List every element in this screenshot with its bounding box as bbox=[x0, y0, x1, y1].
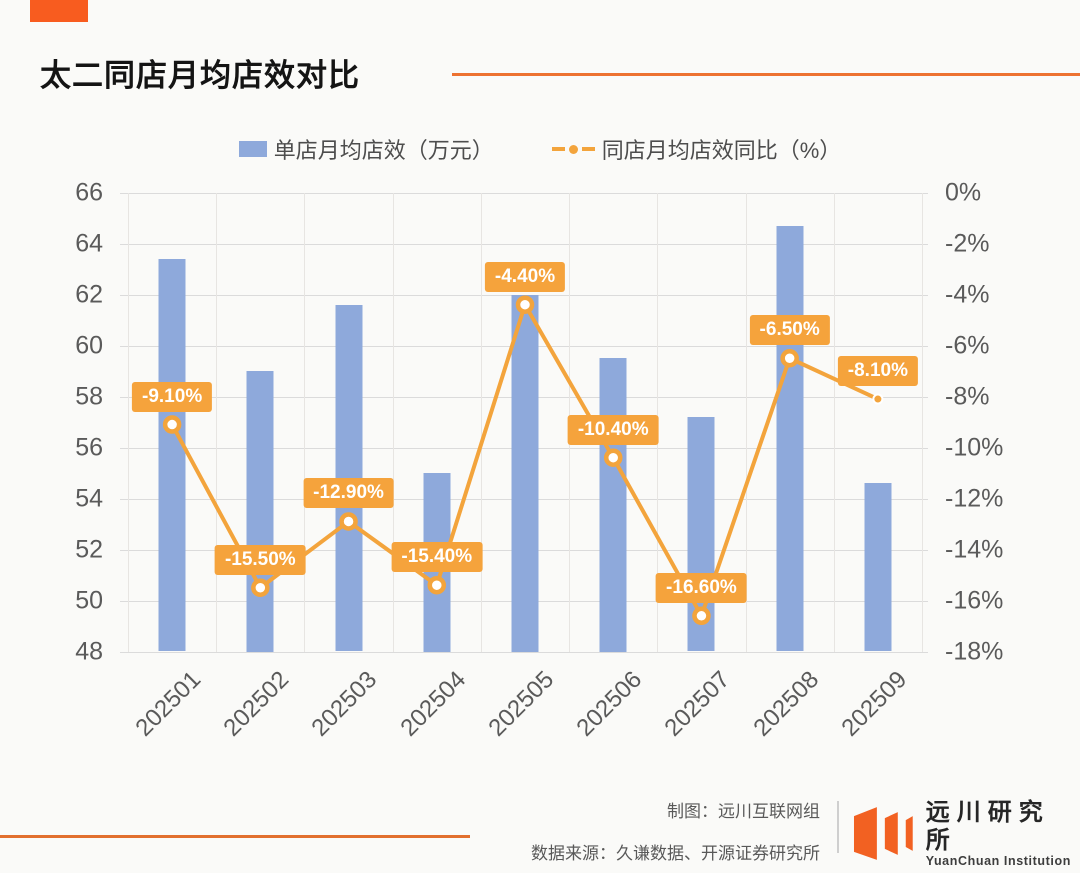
right-axis-tick: -8% bbox=[945, 382, 990, 410]
footer-rule-line bbox=[0, 835, 470, 838]
line-series-swatch bbox=[551, 144, 595, 154]
bar-202509 bbox=[864, 483, 892, 652]
point-label-202507: -16.60% bbox=[656, 572, 747, 603]
gridline-horizontal bbox=[120, 192, 928, 194]
point-label-202508: -6.50% bbox=[749, 315, 830, 346]
gridline-vertical bbox=[216, 192, 218, 652]
legend-dash-icon bbox=[581, 147, 595, 151]
left-axis-tick: 56 bbox=[75, 433, 103, 461]
left-axis-tick: 54 bbox=[75, 484, 103, 512]
bar-202506 bbox=[599, 358, 627, 652]
legend-dot-icon bbox=[568, 144, 578, 154]
gridline-horizontal bbox=[120, 651, 928, 653]
legend-dash-icon bbox=[551, 147, 565, 151]
point-label-202502: -15.50% bbox=[214, 544, 306, 575]
bar-202502 bbox=[246, 371, 274, 652]
bar-series-swatch bbox=[238, 141, 267, 157]
title-rule-line bbox=[452, 73, 1080, 76]
trend-marker bbox=[162, 415, 182, 434]
point-label-202501: -9.10% bbox=[132, 381, 213, 412]
gridline-vertical bbox=[392, 192, 394, 652]
trend-marker bbox=[692, 606, 711, 626]
right-axis-tick: -14% bbox=[945, 535, 1004, 563]
trend-marker bbox=[603, 448, 623, 467]
bar-202505 bbox=[511, 294, 539, 652]
trend-marker bbox=[872, 393, 884, 405]
left-axis-tick: 62 bbox=[75, 280, 103, 308]
left-axis-tick: 60 bbox=[75, 331, 103, 359]
right-axis-tick: -6% bbox=[945, 331, 990, 359]
bar-202503 bbox=[335, 304, 363, 652]
trend-marker bbox=[515, 295, 535, 314]
point-label-202505: -4.40% bbox=[484, 261, 566, 292]
logo-mark-icon bbox=[853, 806, 913, 860]
right-axis-tick: 0% bbox=[945, 178, 982, 206]
gridline-vertical bbox=[922, 192, 923, 652]
trend-marker bbox=[339, 512, 358, 531]
right-axis-tick: -2% bbox=[945, 229, 990, 257]
legend-bar-label: 单店月均店效（万元） bbox=[273, 138, 494, 163]
gridline-vertical bbox=[304, 192, 306, 652]
point-label-202506: -10.40% bbox=[567, 414, 659, 445]
legend-item-line: 同店月均店效同比（%） bbox=[551, 133, 842, 165]
bar-202508 bbox=[776, 225, 804, 652]
left-axis-tick: 66 bbox=[75, 178, 103, 206]
trend-marker bbox=[780, 349, 799, 368]
left-axis-tick: 48 bbox=[75, 637, 103, 665]
left-axis-tick: 50 bbox=[75, 586, 103, 614]
chart-legend: 单店月均店效（万元） 同店月均店效同比（%） bbox=[0, 133, 1080, 165]
right-axis-tick: -10% bbox=[945, 433, 1004, 461]
point-label-202503: -12.90% bbox=[303, 478, 394, 509]
gridline-vertical bbox=[128, 192, 129, 652]
brand-logo: 远川研究所 YuanChuan Institution bbox=[852, 799, 1080, 868]
trend-marker bbox=[251, 578, 270, 597]
right-axis-tick: -16% bbox=[945, 586, 1004, 614]
point-label-202504: -15.40% bbox=[391, 542, 483, 573]
legend-line-label: 同店月均店效同比（%） bbox=[601, 138, 842, 163]
logo-english-name: YuanChuan Institution bbox=[925, 854, 1071, 869]
left-axis-tick: 58 bbox=[75, 382, 103, 410]
corner-accent-block bbox=[30, 0, 88, 22]
gridline-vertical bbox=[480, 192, 482, 652]
page-title: 太二同店月均店效对比 bbox=[40, 58, 360, 93]
right-axis-tick: -18% bbox=[945, 637, 1004, 665]
footer-divider bbox=[837, 801, 839, 853]
right-axis-tick: -12% bbox=[945, 484, 1004, 512]
logo-chinese-name: 远川研究所 bbox=[925, 799, 1050, 854]
source-text: 数据来源：久谦数据、开源证券研究所 bbox=[531, 844, 820, 863]
point-label-202509: -8.10% bbox=[837, 356, 918, 387]
legend-item-bar: 单店月均店效（万元） bbox=[238, 133, 494, 165]
gridline-vertical bbox=[745, 192, 747, 652]
gridline-vertical bbox=[833, 192, 835, 652]
right-axis-tick: -4% bbox=[945, 280, 990, 308]
credit-text: 制图：远川互联网组 bbox=[667, 802, 820, 821]
gridline-horizontal bbox=[120, 243, 928, 245]
left-axis-tick: 52 bbox=[75, 535, 103, 563]
trend-marker bbox=[427, 575, 447, 595]
bar-202501 bbox=[158, 258, 186, 652]
left-axis-tick: 64 bbox=[75, 229, 103, 257]
